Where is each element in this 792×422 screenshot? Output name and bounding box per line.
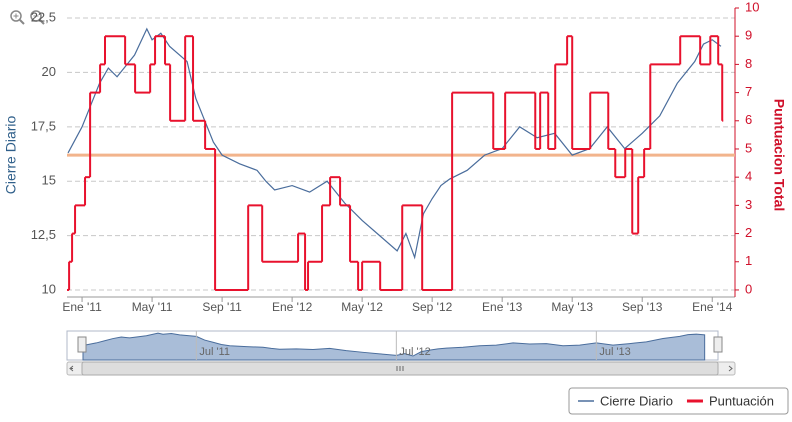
price-line: [67, 27, 722, 260]
navigator-handle[interactable]: [77, 336, 87, 353]
y-tick-label: 12,5: [31, 227, 56, 242]
navigator-handle[interactable]: [713, 336, 723, 353]
navigator-tick-label: Jul '11: [199, 346, 230, 358]
x-tick-label: Ene '11: [62, 300, 102, 314]
y2-tick-label: 7: [745, 84, 752, 99]
y-axis-title: Cierre Diario: [3, 116, 19, 195]
y2-tick-label: 10: [745, 0, 759, 14]
legend: [568, 387, 789, 415]
y2-tick-label: 9: [745, 28, 752, 43]
y2-tick-label: 6: [745, 112, 752, 127]
y-tick-label: 10: [42, 281, 56, 296]
zoom-icons[interactable]: [10, 10, 45, 25]
x-tick-label: Ene '14: [692, 300, 733, 314]
navigator-tick-label: Jul '13: [599, 346, 630, 358]
x-tick-label: May '12: [341, 300, 383, 314]
y2-tick-label: 4: [745, 169, 752, 184]
y2-tick-label: 1: [745, 253, 752, 268]
x-tick-label: Sep '12: [412, 300, 453, 314]
x-tick-label: Ene '13: [482, 300, 523, 314]
zoom-out[interactable]: [30, 10, 42, 22]
x-tick-label: Sep '11: [202, 300, 242, 314]
legend-label: Cierre Diario: [600, 393, 673, 408]
y-tick-label: 15: [42, 173, 56, 188]
y2-tick-label: 8: [745, 56, 752, 71]
scrollbar-arrows[interactable]: [69, 365, 733, 372]
y2-tick-label: 3: [745, 197, 752, 212]
y-tick-label: 17,5: [31, 118, 56, 133]
navigator-tick-label: Jul '12: [399, 346, 430, 358]
y-tick-label: 20: [42, 64, 56, 79]
x-tick-label: May '11: [132, 300, 173, 314]
y2-tick-label: 5: [745, 140, 752, 155]
x-tick-label: May '13: [551, 300, 593, 314]
zoom-out-handle: [39, 19, 45, 25]
legend-label: Puntuación: [709, 393, 774, 408]
x-tick-label: Sep '13: [622, 300, 663, 314]
y-tick-label: 22,5: [31, 9, 56, 24]
y2-tick-label: 0: [745, 281, 752, 296]
y2-axis-title: Puntuacion Total: [771, 99, 787, 212]
x-tick-label: Ene '12: [272, 300, 313, 314]
zoom-in-handle: [19, 19, 25, 25]
zoom-in[interactable]: [10, 10, 22, 22]
y2-tick-label: 2: [745, 225, 752, 240]
